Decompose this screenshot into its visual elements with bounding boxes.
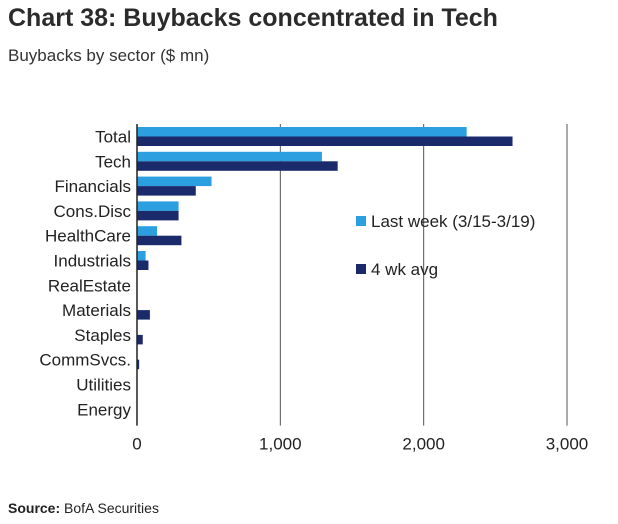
bar-last-week: [137, 176, 212, 187]
bar-4wk-avg: [137, 186, 196, 196]
category-label: Industrials: [54, 252, 131, 271]
bar-4wk-avg: [137, 359, 140, 370]
bar-4wk-avg: [137, 334, 143, 345]
bar-4wk-avg: [137, 310, 150, 320]
category-label: Utilities: [76, 376, 131, 395]
bar-last-week: [137, 201, 179, 211]
category-label: RealEstate: [48, 276, 131, 295]
bar-4wk-avg: [137, 260, 149, 270]
bar-chart: 0 1,000 2,000 3,000 Total Tech Financials Cons.…: [39, 124, 589, 454]
x-tick-label: 0: [132, 435, 141, 454]
x-tick-label: 2,000: [402, 435, 445, 454]
source-label: Source:: [8, 500, 61, 516]
chart-title: Chart 38: Buybacks concentrated in Tech: [8, 4, 498, 32]
category-label: Financials: [54, 177, 131, 196]
bar-4wk-avg: [137, 235, 182, 246]
x-tick-label: 3,000: [546, 435, 589, 454]
category-label: Materials: [62, 301, 131, 320]
chart-subtitle: Buybacks by sector ($ mn): [8, 46, 210, 65]
bar-last-week: [137, 251, 146, 261]
category-label: Tech: [95, 152, 131, 171]
category-label: CommSvcs.: [39, 351, 131, 370]
bar-last-week: [137, 226, 158, 236]
source-note: Source: BofA Securities: [8, 500, 159, 516]
legend-label-4wk-avg: 4 wk avg: [371, 260, 438, 279]
bar-4wk-avg: [137, 210, 179, 221]
bar-last-week: [137, 151, 322, 162]
category-label: Energy: [77, 400, 131, 419]
source-text: BofA Securities: [64, 500, 159, 516]
legend-swatch-4wk-avg: [356, 264, 366, 274]
x-tick-label: 1,000: [259, 435, 302, 454]
bar-4wk-avg: [137, 136, 513, 146]
legend-label-last-week: Last week (3/15-3/19): [371, 212, 535, 231]
bar-last-week: [137, 127, 467, 137]
category-label: HealthCare: [45, 227, 131, 246]
category-label: Staples: [74, 326, 131, 345]
legend-swatch-last-week: [356, 216, 366, 226]
category-label: Cons.Disc: [54, 202, 132, 221]
category-label: Total: [95, 128, 131, 147]
bar-4wk-avg: [137, 161, 338, 171]
